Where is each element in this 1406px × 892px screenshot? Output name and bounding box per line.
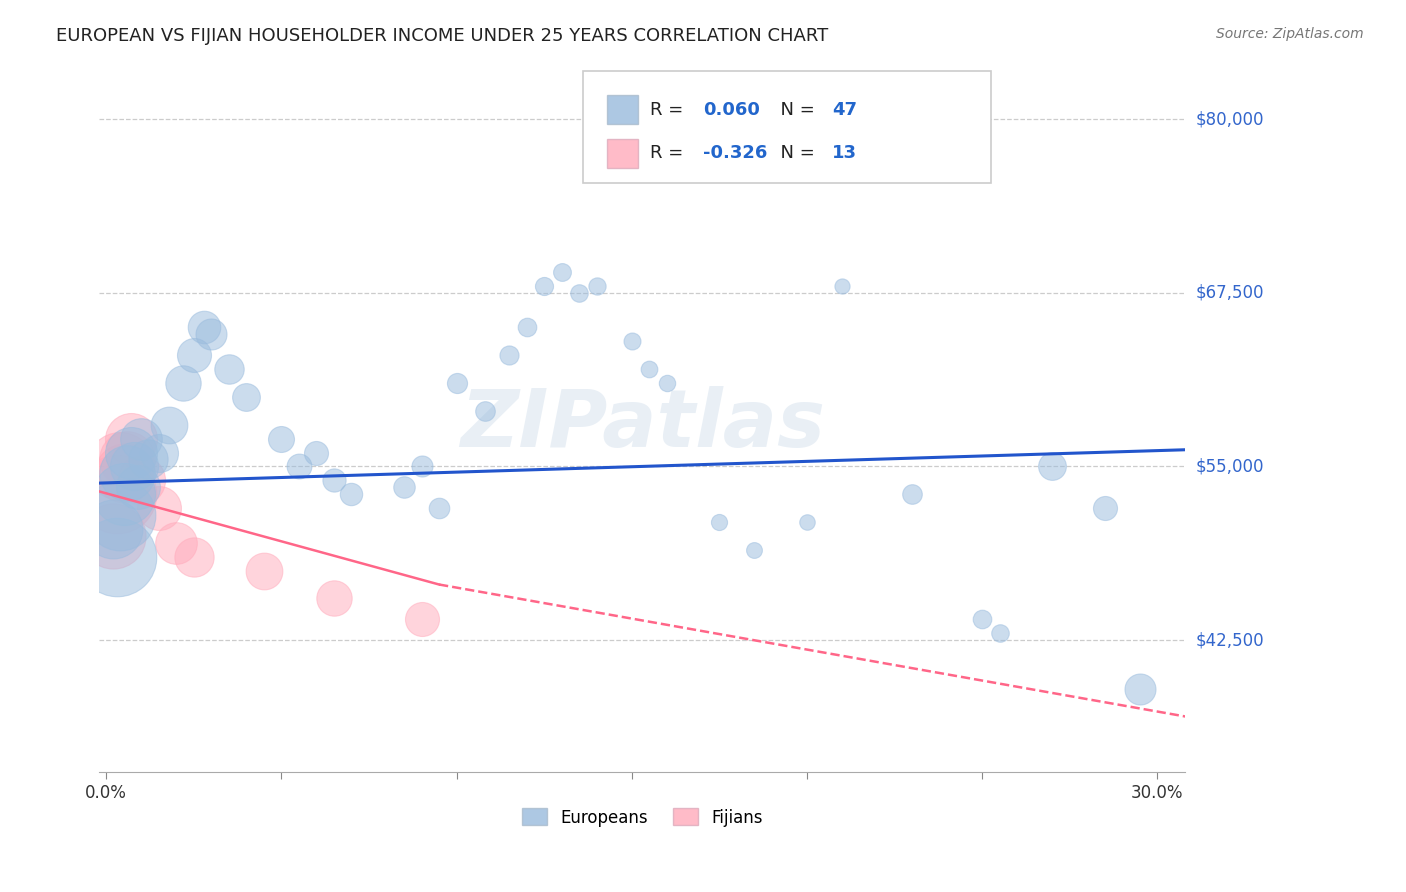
Text: $42,500: $42,500	[1195, 631, 1264, 649]
Point	[988, 626, 1011, 640]
Text: $55,000: $55,000	[1195, 458, 1264, 475]
Point	[411, 612, 433, 626]
Point	[235, 390, 257, 404]
Point	[112, 467, 135, 481]
Point	[392, 480, 415, 494]
Point	[446, 376, 468, 390]
Point	[105, 549, 128, 564]
Point	[157, 417, 180, 432]
Point	[474, 404, 496, 418]
Point	[218, 362, 240, 376]
Point	[744, 542, 766, 557]
Point	[901, 487, 924, 501]
Point	[120, 445, 142, 459]
Point	[340, 487, 363, 501]
Point	[136, 452, 159, 467]
Point	[105, 487, 128, 501]
Point	[831, 278, 853, 293]
Point	[1040, 459, 1063, 474]
Point	[323, 591, 346, 606]
Point	[323, 473, 346, 487]
Point	[638, 362, 661, 376]
Point	[193, 320, 215, 334]
Point	[533, 278, 555, 293]
Text: N =: N =	[769, 101, 821, 119]
Point	[110, 459, 132, 474]
Text: 0.060: 0.060	[703, 101, 759, 119]
Text: -0.326: -0.326	[703, 145, 768, 162]
Point	[129, 432, 152, 446]
Text: 47: 47	[832, 101, 858, 119]
Text: EUROPEAN VS FIJIAN HOUSEHOLDER INCOME UNDER 25 YEARS CORRELATION CHART: EUROPEAN VS FIJIAN HOUSEHOLDER INCOME UN…	[56, 27, 828, 45]
Point	[516, 320, 538, 334]
Point	[183, 348, 205, 362]
Text: $67,500: $67,500	[1195, 284, 1264, 301]
Point	[655, 376, 678, 390]
Point	[709, 515, 731, 529]
Point	[427, 501, 450, 516]
Point	[183, 549, 205, 564]
Point	[103, 522, 125, 536]
Point	[148, 501, 170, 516]
Point	[122, 459, 145, 474]
Text: Source: ZipAtlas.com: Source: ZipAtlas.com	[1216, 27, 1364, 41]
Text: R =: R =	[650, 145, 689, 162]
Point	[1129, 681, 1152, 696]
Text: R =: R =	[650, 101, 689, 119]
Point	[129, 473, 152, 487]
Point	[253, 564, 276, 578]
Point	[110, 508, 132, 522]
Point	[1094, 501, 1116, 516]
Point	[288, 459, 311, 474]
Point	[112, 487, 135, 501]
Point	[796, 515, 818, 529]
Text: ZIPatlas: ZIPatlas	[460, 385, 825, 464]
Point	[620, 334, 643, 349]
Point	[172, 376, 194, 390]
Point	[585, 278, 607, 293]
Point	[498, 348, 520, 362]
Legend: Europeans, Fijians: Europeans, Fijians	[515, 802, 769, 833]
Point	[103, 529, 125, 543]
Text: 13: 13	[832, 145, 858, 162]
Text: N =: N =	[769, 145, 821, 162]
Point	[200, 327, 222, 342]
Point	[270, 432, 292, 446]
Text: $80,000: $80,000	[1195, 110, 1264, 128]
Point	[165, 536, 187, 550]
Point	[127, 480, 149, 494]
Point	[148, 445, 170, 459]
Point	[550, 265, 572, 279]
Point	[568, 285, 591, 300]
Point	[115, 452, 138, 467]
Point	[305, 445, 328, 459]
Point	[115, 467, 138, 481]
Point	[411, 459, 433, 474]
Point	[120, 432, 142, 446]
Point	[970, 612, 993, 626]
